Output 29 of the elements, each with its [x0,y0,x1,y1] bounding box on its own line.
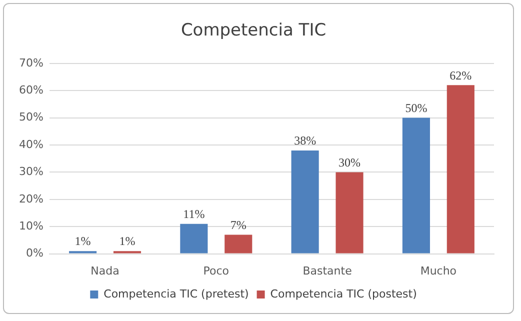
bar [224,234,252,254]
x-tick-label: Mucho [420,264,457,278]
data-label: 30% [338,155,361,170]
y-tick-label: 40% [18,138,44,151]
bar [291,150,319,254]
data-label: 38% [294,134,316,148]
x-tick-label: Bastante [302,264,352,278]
data-label: 1% [74,234,91,248]
legend-label: Competencia TIC (postest) [270,287,417,300]
data-label: 62% [450,68,472,82]
x-tick-label: Poco [203,264,230,278]
chart-title: Competencia TIC [180,20,326,41]
data-label: 50% [405,100,428,115]
legend-label: Competencia TIC (pretest) [104,287,249,300]
data-label: 1% [119,234,136,248]
y-tick-label: 60% [18,83,44,96]
y-tick-label: 70% [18,56,44,70]
y-tick-label: 10% [18,219,44,232]
data-label: 11% [183,207,205,222]
y-tick-label: 20% [18,192,44,206]
y-tick-label: 50% [18,110,44,124]
y-tick-label: 0% [26,246,44,260]
x-tick-label: Nada [90,264,120,278]
bar [336,172,364,254]
y-tick-label: 30% [18,165,44,178]
bar [446,85,474,254]
data-label: 7% [230,218,246,232]
bar [402,118,430,254]
bar [180,224,208,254]
